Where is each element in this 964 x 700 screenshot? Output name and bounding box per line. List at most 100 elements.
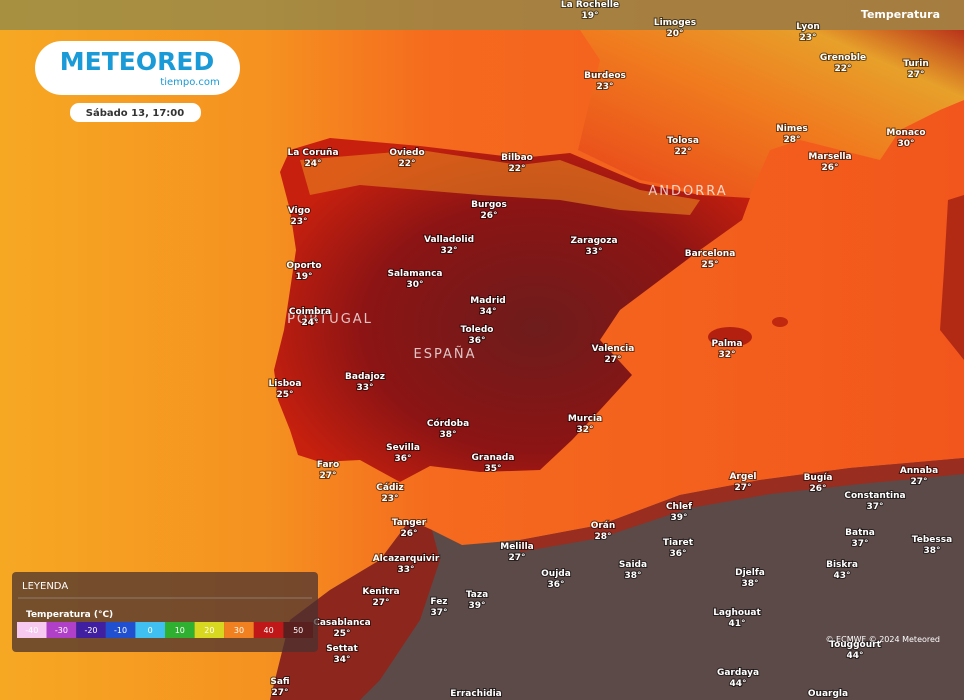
legend-swatch — [283, 622, 313, 638]
date-box — [70, 103, 201, 122]
city-name: La Rochelle — [561, 0, 619, 10]
city-name: Murcia — [568, 414, 602, 424]
city-temp: 30° — [406, 280, 423, 290]
legend-tick: 30 — [234, 626, 244, 635]
city-name: Madrid — [470, 296, 505, 306]
city-temp: 39° — [468, 601, 485, 611]
city-name: Sevilla — [386, 443, 420, 453]
city-name: Córdoba — [427, 418, 469, 429]
legend-swatch — [135, 622, 165, 638]
city-name: Palma — [712, 339, 743, 349]
city-name: Bugía — [804, 473, 833, 483]
legend-swatch — [224, 622, 254, 638]
morocco-coast — [270, 520, 440, 700]
logo-sub: tiempo.com — [160, 77, 219, 88]
legend-tick: -40 — [25, 626, 38, 635]
legend-swatch — [76, 622, 106, 638]
date: Sábado 13, 17:00 — [86, 107, 184, 119]
city-temp: 26° — [480, 211, 497, 221]
legend-swatch — [253, 622, 284, 638]
city-name: Fez — [430, 597, 447, 607]
city-temp: 24° — [301, 318, 318, 328]
legend-tick: 50 — [293, 626, 303, 635]
city-temp: 27° — [319, 471, 336, 481]
city-name: Orán — [591, 521, 616, 531]
city-temp: 35° — [484, 464, 501, 474]
city-temp: 36° — [394, 454, 411, 464]
city-name: Barcelona — [685, 249, 736, 259]
city-temp: 23° — [596, 82, 613, 92]
city-temp: 33° — [397, 565, 414, 575]
city-name: Turin — [903, 59, 929, 69]
city-name: Batna — [845, 528, 875, 538]
city-temp: 22° — [398, 159, 415, 169]
legend-tick: 20 — [204, 626, 214, 635]
city-temp: 27° — [372, 598, 389, 608]
city-temp: 19° — [295, 272, 312, 282]
city-name: Grenoble — [820, 53, 866, 63]
city-name: Burgos — [471, 200, 507, 210]
city-temp: 27° — [604, 355, 621, 365]
city-name: Valladolid — [424, 235, 474, 245]
city-temp: 34° — [479, 307, 496, 317]
logo-box — [35, 41, 240, 95]
city-temp: 39° — [670, 513, 687, 523]
legend-subtitle: Temperatura (°C) — [26, 610, 113, 620]
city-name: Cádiz — [376, 483, 403, 493]
city-temp: 27° — [907, 70, 924, 80]
top-bar — [0, 0, 964, 30]
algeria-coast — [520, 458, 964, 552]
city-name: Tolosa — [667, 136, 699, 146]
city-temp: 37° — [430, 608, 447, 618]
city-name: Touggourt — [829, 640, 881, 650]
copyright: © ECMWF © 2024 Meteored — [826, 635, 940, 644]
city-temp: 32° — [718, 350, 735, 360]
city-temp: 38° — [439, 430, 456, 440]
legend-tick: -10 — [114, 626, 127, 635]
city-name: Annaba — [900, 466, 938, 476]
city-name: Safi — [270, 677, 289, 687]
city-name: Badajoz — [345, 372, 385, 382]
north-africa — [270, 458, 964, 700]
legend-title: LEYENDA — [22, 581, 68, 592]
city-name: Biskra — [826, 560, 858, 570]
mallorca — [708, 327, 752, 347]
city-name: Chlef — [666, 502, 692, 512]
city-name: Saida — [619, 560, 647, 570]
city-name: Lisboa — [269, 379, 302, 389]
city-name: Lyon — [796, 22, 820, 32]
legend-tick: 0 — [148, 626, 153, 635]
city-temp: 37° — [866, 502, 883, 512]
city-name: Taza — [466, 590, 488, 600]
city-temp: 27° — [271, 688, 288, 698]
region-name: PORTUGAL — [287, 312, 373, 327]
city-name: Toledo — [461, 325, 494, 335]
city-temp: 20° — [666, 29, 683, 39]
legend-swatch — [165, 622, 195, 638]
city-name: Oujda — [541, 569, 571, 579]
city-temp: 23° — [799, 33, 816, 43]
city-name: Tiaret — [663, 538, 694, 548]
city-temp: 44° — [729, 679, 746, 689]
city-name: Constantina — [844, 491, 905, 501]
city-temp: 23° — [381, 494, 398, 504]
city-name: Djelfa — [735, 568, 765, 578]
region-name: ESPAÑA — [414, 346, 477, 362]
legend-swatch — [194, 622, 225, 638]
city-name: Valencia — [592, 344, 635, 354]
city-name: Melilla — [500, 542, 533, 552]
city-temp: 25° — [701, 260, 718, 270]
city-name: Faro — [317, 460, 339, 470]
city-name: Alcazarquivir — [373, 554, 440, 564]
city-name: Zaragoza — [570, 236, 617, 246]
city-name: Salamanca — [388, 269, 443, 279]
city-temp: 23° — [290, 217, 307, 227]
city-name: Tebessa — [912, 535, 952, 545]
city-temp: 28° — [783, 135, 800, 145]
city-name: Oporto — [286, 261, 321, 271]
city-name: Argel — [729, 472, 756, 482]
legend-tick: -30 — [55, 626, 68, 635]
city-temp: 36° — [669, 549, 686, 559]
region-name: ANDORRA — [648, 184, 727, 199]
